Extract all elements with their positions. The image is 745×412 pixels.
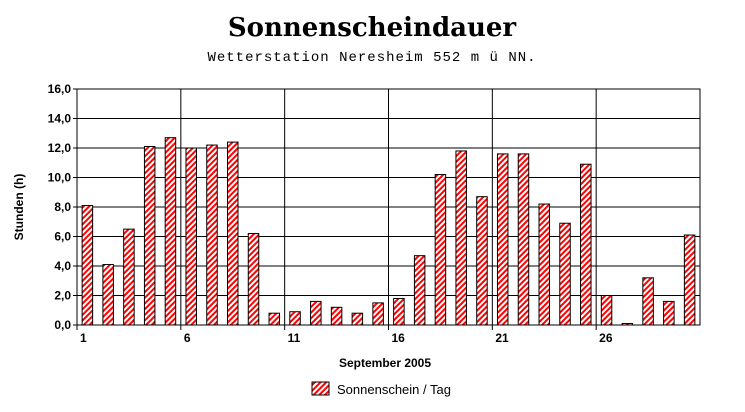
- bar: [517, 153, 530, 326]
- x-tick-label: 1: [80, 331, 87, 345]
- bar: [393, 297, 405, 326]
- bar: [496, 153, 509, 326]
- bar: [538, 203, 550, 326]
- chart-title: Sonnenscheindauer: [228, 13, 517, 43]
- bar: [164, 137, 177, 326]
- bar: [81, 205, 94, 326]
- bar: [227, 141, 239, 326]
- y-tick-label: 10,0: [48, 171, 72, 185]
- grid-lines: [77, 88, 700, 326]
- bar: [143, 146, 156, 326]
- y-tick-label: 4,0: [54, 259, 71, 273]
- bar: [455, 150, 467, 326]
- bar: [434, 174, 447, 326]
- x-tick-label: 6: [184, 331, 191, 345]
- bar: [268, 312, 281, 326]
- bar: [247, 233, 260, 326]
- bar: [683, 234, 696, 326]
- x-tick-label: 16: [392, 331, 406, 345]
- bar: [185, 147, 197, 326]
- bar: [330, 306, 343, 326]
- bar: [642, 277, 654, 326]
- y-tick-label: 0,0: [54, 318, 71, 332]
- bars: [81, 137, 696, 326]
- legend-label: Sonnenschein / Tag: [337, 382, 451, 397]
- bar: [559, 222, 571, 326]
- y-axis-ticks: 0,0 2,0 4,0 6,0 8,0 10,0 12,0 14,0 16,0: [48, 82, 77, 332]
- bar: [372, 302, 384, 326]
- bar: [600, 295, 613, 326]
- bar: [102, 264, 114, 326]
- x-axis-label: September 2005: [339, 356, 431, 370]
- legend: Sonnenschein / Tag: [311, 381, 451, 397]
- x-tick-label: 26: [599, 331, 613, 345]
- bar: [351, 312, 364, 326]
- bar: [663, 300, 675, 326]
- bar: [476, 196, 488, 326]
- y-tick-label: 16,0: [48, 82, 72, 96]
- bar: [289, 311, 301, 326]
- y-tick-label: 6,0: [54, 230, 71, 244]
- chart-subtitle: Wetterstation Neresheim 552 m ü NN.: [207, 50, 536, 66]
- y-tick-label: 14,0: [48, 112, 72, 126]
- y-tick-label: 8,0: [54, 200, 71, 214]
- bar: [413, 255, 426, 326]
- x-tick-label: 21: [495, 331, 509, 345]
- x-axis-ticks: 1 6 11 16 21 26: [76, 325, 613, 345]
- bar: [206, 144, 218, 326]
- y-tick-label: 12,0: [48, 141, 72, 155]
- y-tick-label: 2,0: [54, 289, 71, 303]
- y-axis-label: Stunden (h): [12, 174, 26, 241]
- bar: [123, 228, 135, 326]
- bar: [580, 163, 592, 326]
- x-tick-label: 11: [288, 331, 301, 345]
- legend-swatch: [311, 381, 330, 396]
- bar: [310, 300, 322, 326]
